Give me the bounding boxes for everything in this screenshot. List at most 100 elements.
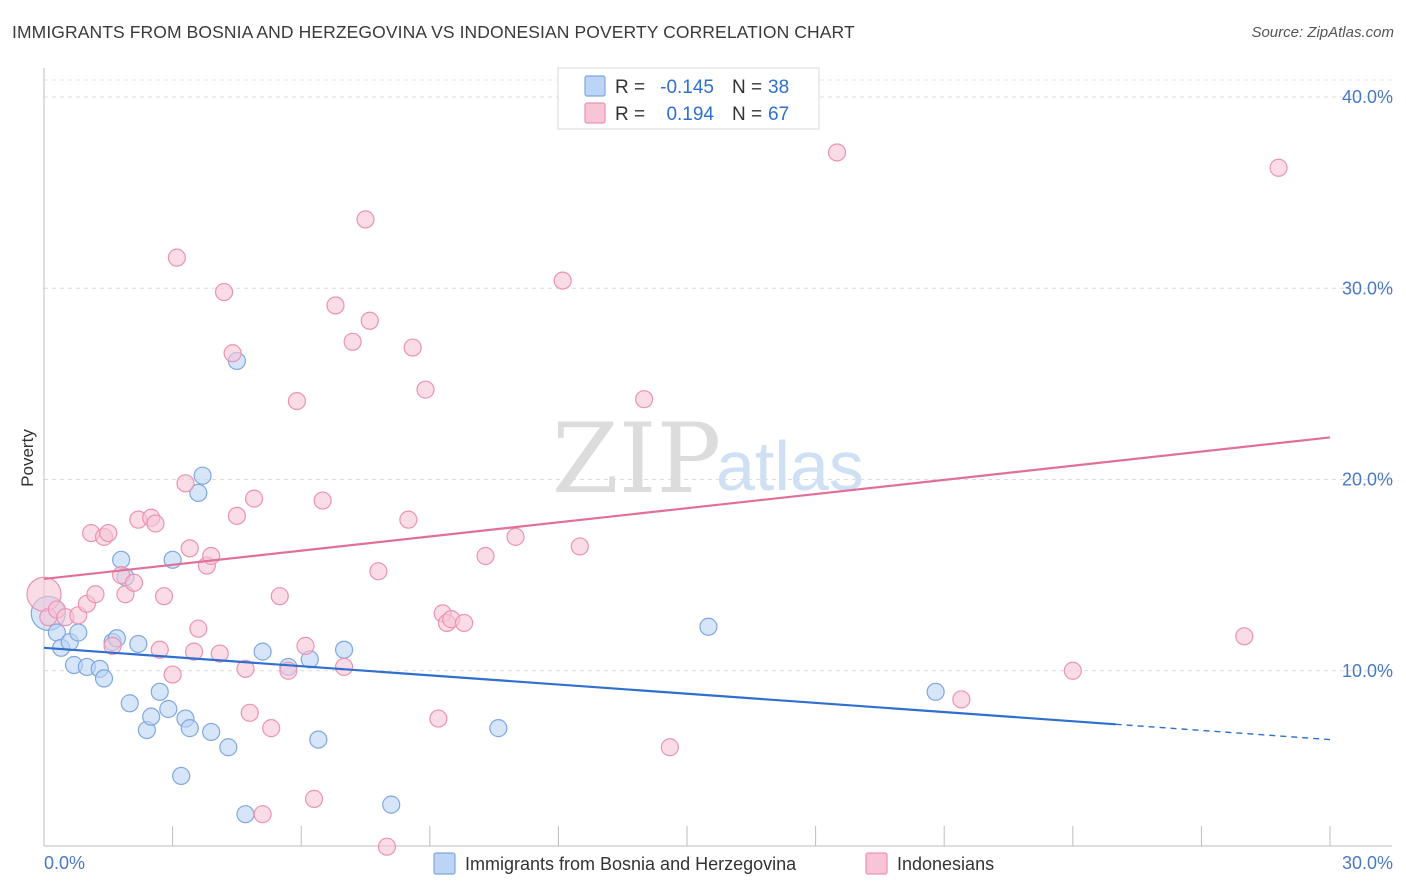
point-bosnia — [150, 682, 169, 701]
legend-r-label-indonesian: R = — [615, 104, 645, 125]
point-indonesian — [99, 523, 118, 543]
point-indonesian — [244, 489, 264, 508]
legend-n-label-bosnia: N = — [732, 77, 762, 98]
legend-r-value-indonesian: 0.194 — [666, 104, 714, 125]
point-bosnia — [334, 640, 354, 659]
point-bosnia — [193, 466, 212, 485]
point-indonesian — [124, 573, 144, 592]
trend-line-indonesian — [43, 436, 1331, 581]
point-bosnia — [142, 707, 161, 726]
point-indonesian — [416, 380, 435, 399]
point-indonesian — [506, 527, 525, 546]
point-indonesian — [214, 282, 234, 302]
point-bosnia — [129, 634, 148, 654]
watermark: ZIP atlas — [552, 403, 864, 515]
point-indonesian — [236, 659, 255, 678]
point-indonesian — [377, 837, 397, 856]
y-tick-label: 40.0% — [1342, 87, 1393, 107]
point-indonesian — [635, 390, 654, 409]
point-indonesian — [360, 311, 379, 330]
y-tick-label: 20.0% — [1342, 470, 1393, 490]
bottom-legend-label-indonesian: Indonesians — [897, 854, 994, 874]
point-bosnia — [159, 699, 178, 719]
legend-swatch-indonesian — [584, 102, 606, 124]
legend-r-label-bosnia: R = — [615, 77, 645, 98]
legend-r-value-bosnia: -0.145 — [660, 77, 714, 98]
point-bosnia — [253, 642, 272, 661]
point-indonesian — [184, 642, 204, 661]
point-bosnia — [112, 550, 131, 569]
watermark-zip: ZIP — [552, 403, 721, 515]
point-bosnia — [489, 719, 508, 738]
point-indonesian — [176, 474, 195, 493]
point-indonesian — [334, 657, 354, 677]
point-bosnia — [309, 730, 328, 749]
legend-bottom: Immigrants from Bosnia and Herzegovina I… — [433, 852, 994, 875]
point-indonesian — [270, 587, 289, 606]
point-indonesian — [313, 491, 332, 510]
point-indonesian — [1269, 158, 1288, 177]
point-indonesian — [429, 709, 448, 728]
point-indonesian — [86, 585, 105, 604]
point-indonesian — [167, 248, 186, 267]
point-indonesian — [253, 805, 272, 824]
y-tick-label: 10.0% — [1342, 661, 1393, 681]
y-axis-label: Poverty — [18, 429, 37, 487]
trend-lines — [43, 436, 1331, 741]
point-indonesian — [476, 546, 495, 566]
point-indonesian — [154, 587, 174, 606]
point-bosnia — [699, 617, 718, 636]
point-indonesian — [210, 644, 229, 663]
point-indonesian — [1235, 627, 1254, 646]
point-indonesian — [240, 703, 259, 722]
point-indonesian — [287, 391, 307, 411]
point-indonesian — [369, 562, 388, 581]
point-bosnia — [202, 722, 221, 742]
point-indonesian — [570, 537, 589, 556]
point-bosnia — [926, 682, 945, 701]
point-bosnia — [236, 805, 255, 824]
point-indonesian — [660, 738, 679, 757]
point-indonesian — [146, 514, 165, 533]
point-bosnia — [180, 719, 199, 738]
series-bosnia-points — [30, 351, 945, 824]
point-bosnia — [382, 795, 401, 814]
point-indonesian — [343, 332, 362, 351]
tick-labels: 10.0% 20.0% 30.0% 40.0% 0.0% 30.0% — [44, 87, 1393, 873]
point-indonesian — [296, 636, 315, 655]
point-indonesian — [223, 344, 242, 363]
bottom-legend-label-bosnia: Immigrants from Bosnia and Herzegovina — [465, 854, 797, 874]
y-tick-label: 30.0% — [1342, 278, 1393, 298]
point-bosnia — [69, 623, 88, 642]
axes — [43, 68, 1392, 847]
point-bosnia — [219, 738, 238, 757]
point-indonesian — [189, 619, 208, 638]
point-indonesian — [103, 636, 122, 655]
watermark-atlas: atlas — [716, 427, 864, 505]
point-indonesian — [326, 296, 345, 315]
point-indonesian — [304, 789, 324, 808]
legend-n-label-indonesian: N = — [732, 104, 762, 125]
grid-lines — [44, 79, 1392, 672]
bottom-legend-swatch-bosnia — [433, 852, 456, 875]
point-bosnia — [94, 669, 114, 688]
legend-n-value-bosnia: 38 — [768, 77, 789, 98]
point-indonesian — [262, 719, 281, 738]
bottom-legend-swatch-indonesian — [865, 852, 888, 875]
point-indonesian — [1063, 661, 1082, 680]
x-tick-label: 0.0% — [44, 853, 85, 873]
point-indonesian — [163, 665, 182, 684]
point-indonesian — [180, 539, 199, 558]
legend-n-value-indonesian: 67 — [768, 104, 789, 125]
trend-extension-bosnia — [1115, 723, 1331, 741]
point-bosnia — [189, 483, 208, 502]
series-indonesian-points — [26, 143, 1288, 856]
point-indonesian — [403, 338, 422, 357]
legend-swatch-bosnia — [584, 75, 606, 97]
trend-line-bosnia — [43, 646, 1116, 726]
legend-top: R = -0.145 N = 38 R = 0.194 N = 67 — [557, 67, 820, 130]
point-indonesian — [952, 690, 971, 709]
point-indonesian — [454, 613, 474, 633]
x-tick-label: 30.0% — [1342, 853, 1393, 873]
